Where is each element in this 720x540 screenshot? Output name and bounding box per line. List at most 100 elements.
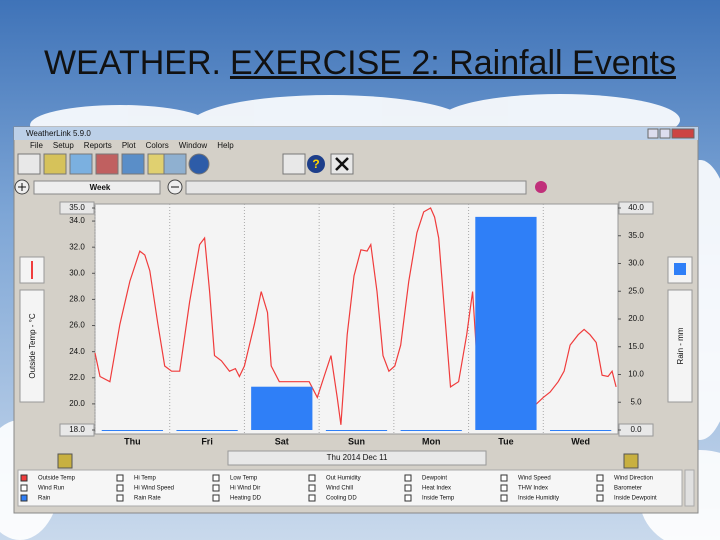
checkbox[interactable] <box>212 494 220 502</box>
minimize-button[interactable] <box>647 128 659 139</box>
menu-item[interactable]: Plot <box>122 141 137 150</box>
print-button[interactable] <box>282 153 306 175</box>
lock-button[interactable] <box>57 453 73 469</box>
color-button[interactable] <box>535 181 547 193</box>
tick-label: 26.0 <box>69 321 85 330</box>
menu-item[interactable]: Window <box>179 141 208 150</box>
menu-item[interactable]: Help <box>217 141 234 150</box>
checkbox[interactable] <box>404 474 412 482</box>
tool-button[interactable] <box>188 153 210 175</box>
rain-bar <box>251 386 313 430</box>
tool-button[interactable] <box>43 153 67 175</box>
checkbox-label: Barometer <box>614 486 642 492</box>
checkbox[interactable] <box>116 474 124 482</box>
checkbox-label: Inside Dewpoint <box>614 496 657 502</box>
plot: Thu Fri Sat Sun Mon Tue Wed 18.0 20.0 22.0 24.0 26.… <box>59 201 654 446</box>
checkbox[interactable] <box>596 484 604 492</box>
menu-item[interactable]: File <box>30 141 43 150</box>
close-button[interactable] <box>671 128 695 139</box>
series-checkbox[interactable] <box>20 474 28 482</box>
rain-bar <box>325 430 388 431</box>
plus-icon <box>18 183 26 191</box>
x-tick-label: Fri <box>201 436 213 446</box>
checkbox[interactable] <box>596 494 604 502</box>
checkbox[interactable] <box>212 484 220 492</box>
y-axis-title-box <box>19 289 45 403</box>
slide-title: WEATHER. EXERCISE 2: Rainfall Events <box>0 44 720 83</box>
checkbox[interactable] <box>500 474 508 482</box>
y2-axis-title-box <box>667 289 693 403</box>
date-label: Thu 2014 Dec 11 <box>327 453 388 462</box>
checkbox[interactable] <box>500 484 508 492</box>
tick-label: 34.0 <box>69 216 85 225</box>
series-checklist <box>17 469 683 507</box>
tick-label: 20.0 <box>69 399 85 408</box>
window-title: WeatherLink 5.9.0 <box>26 129 91 138</box>
tool-button[interactable] <box>69 153 93 175</box>
help-icon: ? <box>312 157 319 171</box>
tick-label: 18.0 <box>69 425 85 434</box>
checkbox-label: Cooling DD <box>326 496 357 502</box>
rain-bar <box>400 430 462 431</box>
series-label: Outside Temp <box>38 476 76 482</box>
plot-area <box>94 203 619 435</box>
checkbox[interactable] <box>116 494 124 502</box>
menu-item[interactable]: Reports <box>84 141 112 150</box>
tick-label: 20.0 <box>628 314 644 323</box>
menu-item[interactable]: Setup <box>53 141 74 150</box>
checkbox-label: Wind Run <box>38 486 64 492</box>
title-prefix: WEATHER. <box>44 44 221 82</box>
x-tick-label: Sat <box>275 436 289 446</box>
x-tick-label: Thu <box>124 436 141 446</box>
tool-button[interactable] <box>121 153 145 175</box>
checkbox[interactable] <box>308 474 316 482</box>
close-icon <box>335 157 349 171</box>
date-field <box>227 450 487 466</box>
tool-button[interactable] <box>17 153 41 175</box>
tick-label: 24.0 <box>69 347 85 356</box>
tool-button[interactable] <box>95 153 119 175</box>
tick-label: 40.0 <box>628 203 644 212</box>
checkbox[interactable] <box>404 484 412 492</box>
rain-bar <box>475 216 537 430</box>
checkbox[interactable] <box>212 474 220 482</box>
tick-label: 25.0 <box>628 286 644 295</box>
rain-bar <box>101 430 163 431</box>
checkbox[interactable] <box>20 484 28 492</box>
checkbox-label: Heat Index <box>422 486 451 492</box>
checkbox-label: Inside Humidity <box>518 496 559 502</box>
tick-label: 35.0 <box>628 231 644 240</box>
menu-item[interactable]: Colors <box>146 141 169 150</box>
series-checkbox[interactable] <box>20 494 28 502</box>
tool-button[interactable] <box>163 153 187 175</box>
scroll-field[interactable] <box>185 180 527 195</box>
checkbox[interactable] <box>116 484 124 492</box>
toolbar: ? <box>17 153 354 175</box>
rain-bar <box>550 430 612 431</box>
tick-label: 5.0 <box>630 397 642 406</box>
scrollbar[interactable] <box>684 469 695 507</box>
checkbox[interactable] <box>404 494 412 502</box>
help-button[interactable] <box>307 155 325 173</box>
tick-label: 30.0 <box>69 268 85 277</box>
rain-key-icon <box>674 263 686 275</box>
checkbox-label: Dewpoint <box>422 476 447 482</box>
checkbox-label: Wind Speed <box>518 476 551 482</box>
checkbox[interactable] <box>500 494 508 502</box>
checkbox[interactable] <box>308 494 316 502</box>
checkbox[interactable] <box>596 474 604 482</box>
title-bar <box>14 127 698 140</box>
title-underlined: EXERCISE 2: Rainfall Events <box>229 44 676 82</box>
tick-label: 15.0 <box>628 342 644 351</box>
tick-label: 28.0 <box>69 295 85 304</box>
span-field[interactable] <box>33 180 161 195</box>
x-tick-label: Wed <box>571 436 590 446</box>
tick-label: 30.0 <box>628 259 644 268</box>
maximize-button[interactable] <box>659 128 671 139</box>
lock-button[interactable] <box>623 453 639 469</box>
checkbox-label: THW Index <box>518 486 548 492</box>
menu-bar: File Setup Reports Plot Colors Window Help <box>30 141 234 150</box>
checkbox[interactable] <box>308 484 316 492</box>
